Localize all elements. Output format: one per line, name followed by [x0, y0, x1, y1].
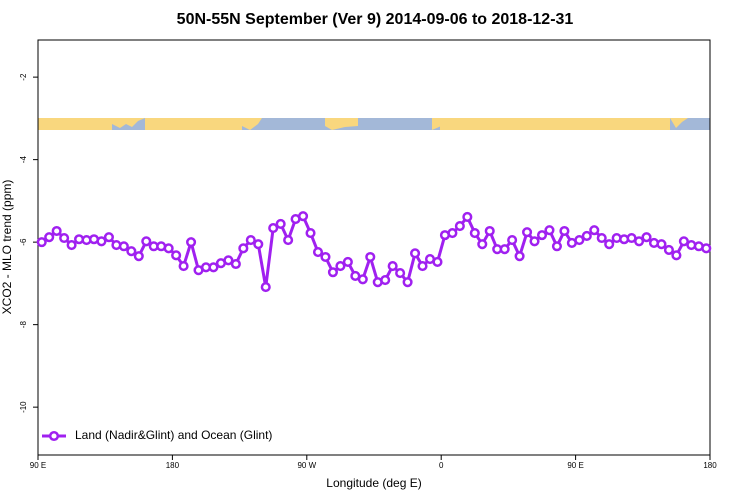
data-point: [208, 262, 219, 273]
chart-title: 50N-55N September (Ver 9) 2014-09-06 to …: [177, 11, 574, 28]
data-point: [298, 211, 309, 222]
data-point: [701, 243, 712, 254]
data-point: [589, 225, 600, 236]
series-line: [40, 214, 707, 288]
land-ocean-strip: [38, 118, 710, 130]
data-point: [544, 225, 555, 236]
data-point: [230, 258, 241, 270]
data-point: [171, 250, 182, 261]
data-point: [432, 256, 443, 267]
data-point: [320, 251, 331, 263]
data-point: [178, 261, 189, 272]
data-point: [283, 235, 294, 246]
data-point: [238, 243, 249, 254]
data-point: [312, 246, 324, 258]
data-point: [126, 246, 137, 257]
x-tick-label: 90 E: [30, 461, 46, 470]
legend-label: Land (Nadir&Glint) and Ocean (Glint): [75, 428, 272, 442]
data-point: [447, 228, 458, 239]
data-point: [96, 236, 107, 247]
data-point: [395, 268, 406, 279]
data-point: [186, 237, 197, 248]
data-point: [51, 225, 62, 237]
y-tick-label: -10: [19, 401, 28, 413]
data-point: [536, 230, 548, 241]
data-point: [335, 261, 346, 272]
data-point: [604, 239, 615, 250]
y-tick-label: -4: [19, 156, 28, 164]
data-point: [477, 239, 488, 250]
data-point: [327, 267, 338, 278]
y-axis-label: XCO2 - MLO trend (ppm): [0, 180, 14, 315]
data-point: [417, 261, 428, 272]
data-point: [402, 277, 413, 288]
data-point: [678, 236, 689, 247]
data-point: [245, 235, 256, 246]
data-point: [499, 244, 510, 255]
data-point: [671, 250, 682, 261]
data-point: [663, 244, 674, 256]
data-point: [133, 251, 144, 262]
legend-marker: [48, 430, 60, 442]
x-tick-label: 180: [166, 461, 180, 470]
data-point: [656, 239, 667, 250]
data-point: [529, 236, 540, 247]
data-point: [66, 239, 77, 251]
data-point: [36, 237, 47, 248]
data-point: [342, 256, 353, 267]
y-tick-label: -8: [19, 321, 28, 329]
data-point: [462, 211, 473, 223]
data-point: [574, 235, 585, 246]
data-point: [559, 225, 570, 237]
data-point: [522, 227, 533, 238]
data-point: [260, 282, 271, 293]
data-point: [365, 251, 376, 263]
data-point: [253, 239, 264, 250]
data-point: [551, 241, 562, 252]
data-point: [507, 235, 518, 246]
data-point: [163, 243, 174, 254]
y-tick-label: -6: [19, 238, 28, 246]
data-point: [275, 218, 286, 230]
data-point: [357, 274, 368, 285]
x-tick-label: 180: [703, 461, 717, 470]
x-tick-label: 90 E: [567, 461, 583, 470]
data-point: [103, 232, 114, 243]
data-point: [641, 232, 652, 243]
data-point: [118, 241, 129, 252]
x-tick-label: 90 W: [297, 461, 316, 470]
data-point: [581, 230, 592, 241]
data-point: [514, 251, 525, 262]
data-point: [469, 228, 480, 239]
data-point: [387, 261, 398, 272]
y-tick-label: -2: [19, 73, 28, 81]
data-point: [223, 255, 234, 266]
x-axis-label: Longitude (deg E): [326, 476, 421, 490]
data-point: [44, 232, 55, 243]
data-point: [596, 232, 607, 244]
data-point: [305, 228, 316, 239]
data-point: [268, 223, 279, 234]
x-tick-label: 0: [439, 461, 444, 470]
data-point: [634, 236, 645, 247]
data-point: [454, 220, 465, 232]
data-point: [380, 275, 391, 286]
data-point: [410, 248, 421, 259]
data-point: [484, 225, 495, 237]
data-point: [141, 236, 152, 247]
data-point: [59, 232, 70, 244]
